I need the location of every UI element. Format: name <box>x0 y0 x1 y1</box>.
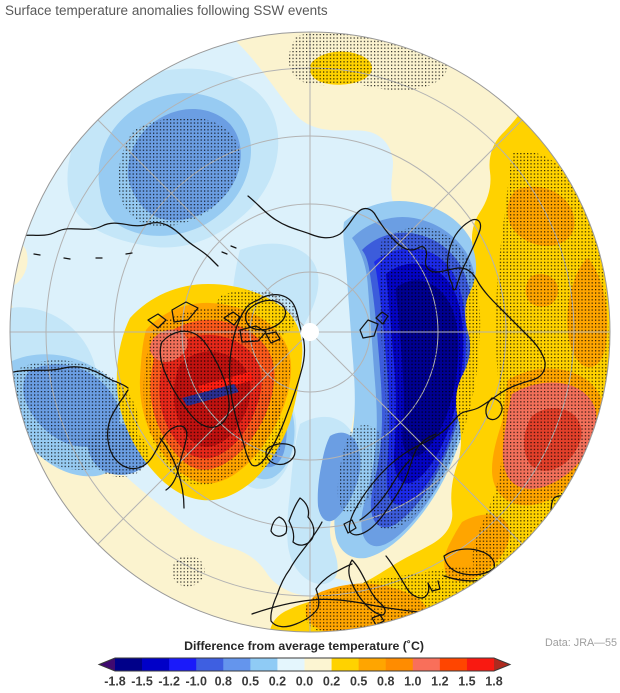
colorbar-tick-label: 0.0 <box>296 675 313 689</box>
colorbar-tick-label: 0.5 <box>242 675 259 689</box>
data-source-note: Data: JRA—55 <box>545 637 617 649</box>
colorbar-segment <box>196 658 224 671</box>
colorbar-left-arrow <box>99 658 115 671</box>
colorbar-tick-label: 0.2 <box>269 675 286 689</box>
colorbar-segment <box>250 658 278 671</box>
colorbar-segment <box>223 658 251 671</box>
colorbar-tick-label: 1.2 <box>431 675 448 689</box>
colorbar-segment <box>358 658 387 671</box>
colorbar-tick-label: -1.8 <box>104 675 126 689</box>
colorbar-tick-label: -1.2 <box>158 675 180 689</box>
colorbar-tick-label: 1.5 <box>458 675 475 689</box>
pole-dot <box>301 323 319 341</box>
colorbar-tick-label: 0.8 <box>377 675 394 689</box>
colorbar-tick-label: -1.0 <box>185 675 207 689</box>
polar-map <box>10 32 610 632</box>
colorbar-tick-label: 0.2 <box>323 675 340 689</box>
colorbar-tick-label: 1.0 <box>404 675 421 689</box>
colorbar-tick-label: 0.8 <box>215 675 232 689</box>
colorbar-right-arrow <box>494 658 510 671</box>
colorbar-title: Difference from average temperature (˚C) <box>184 639 424 653</box>
colorbar-segment <box>466 658 495 671</box>
colorbar-segment <box>115 658 143 671</box>
colorbar-segment <box>331 658 360 671</box>
colorbar: -1.8 -1.5 -1.2 -1.0 0.8 0.5 0.2 0.0 0.2 0.5 0.8 1.0… <box>97 657 512 689</box>
colorbar-tick-label: 0.5 <box>350 675 367 689</box>
colorbar-segment <box>385 658 414 671</box>
colorbar-segment <box>439 658 468 671</box>
map-rim <box>9 31 611 633</box>
colorbar-segment <box>304 658 332 671</box>
colorbar-segment <box>277 658 305 671</box>
colorbar-segment <box>412 658 441 671</box>
colorbar-tick-label: 1.8 <box>485 675 502 689</box>
colorbar-segment <box>142 658 170 671</box>
colorbar-tick-label: -1.5 <box>131 675 153 689</box>
colorbar-segment <box>169 658 197 671</box>
colorbar-outline <box>97 657 512 672</box>
page-title: Surface temperature anomalies following … <box>5 3 328 18</box>
